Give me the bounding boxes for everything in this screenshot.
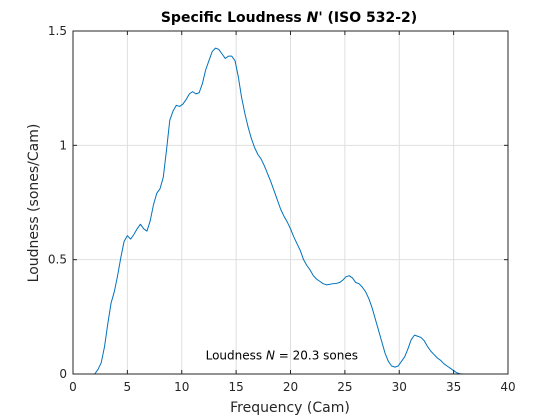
chart-title-symbol: N' xyxy=(307,10,323,26)
x-tick-label: 0 xyxy=(69,380,77,394)
x-tick-label: 30 xyxy=(392,380,407,394)
chart-title-main: Specific Loudness xyxy=(161,10,307,26)
y-tick-label: 1 xyxy=(59,138,67,152)
y-axis-label: Loudness (sones/Cam) xyxy=(26,124,42,283)
annotation-suffix: = 20.3 sones xyxy=(275,349,358,363)
x-tick-label: 20 xyxy=(283,380,298,394)
y-tick-label: 0 xyxy=(59,367,67,381)
x-tick-label: 10 xyxy=(174,380,189,394)
x-tick-label: 15 xyxy=(228,380,243,394)
loudness-annotation: Loudness N = 20.3 sones xyxy=(206,349,358,363)
x-axis-label: Frequency (Cam) xyxy=(230,400,350,416)
chart-title-suffix: (ISO 532-2) xyxy=(323,10,418,26)
x-tick-label: 40 xyxy=(500,380,515,394)
x-tick-label: 5 xyxy=(124,380,132,394)
specific-loudness-line xyxy=(94,47,497,375)
chart-title: Specific Loudness N' (ISO 532-2) xyxy=(161,10,417,26)
tick-marks xyxy=(72,30,509,375)
y-tick-label: 1.5 xyxy=(48,24,67,38)
grid-lines xyxy=(73,31,508,374)
x-tick-label: 35 xyxy=(446,380,461,394)
x-tick-label: 25 xyxy=(337,380,352,394)
annotation-prefix: Loudness xyxy=(206,349,266,363)
plot-area xyxy=(72,30,509,375)
y-tick-label: 0.5 xyxy=(48,253,67,267)
annotation-symbol: N xyxy=(266,349,275,363)
